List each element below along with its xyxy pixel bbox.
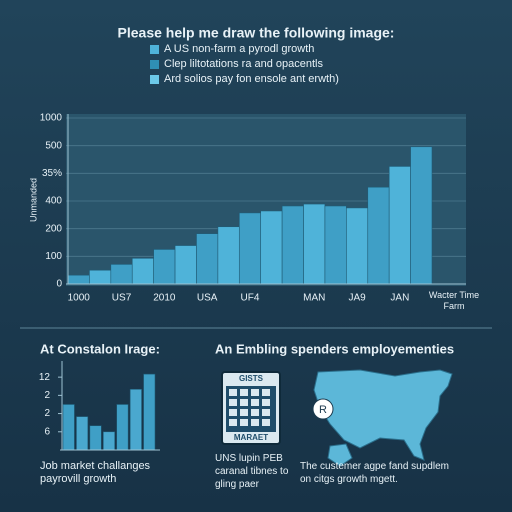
calendar-bottom: MARAET: [234, 433, 268, 442]
x-tick-label: MAN: [303, 293, 325, 304]
x-tick-label: JAN: [390, 293, 409, 304]
bar: [217, 226, 240, 285]
map-caption: The custemer agpe fand supdlem on citgs …: [300, 461, 449, 485]
legend-swatch: [150, 75, 159, 84]
bar: [303, 203, 326, 285]
bar: [324, 205, 347, 285]
x-tick-label: US7: [112, 293, 132, 304]
bar: [410, 146, 433, 285]
y-tick-label: 12: [39, 372, 51, 383]
bar: [196, 233, 219, 285]
legend-label: Ard solios pay fon ensole ant erwth): [164, 73, 339, 85]
inset-title: At Constalon Irage:: [40, 341, 160, 356]
bar: [153, 249, 176, 285]
y-axis-title: Unmanded: [28, 178, 38, 222]
map-marker: R: [319, 404, 327, 416]
bar: [174, 245, 197, 285]
y-tick-label: 0: [56, 279, 62, 290]
bar: [143, 373, 156, 451]
bar: [89, 269, 112, 285]
bar: [89, 425, 102, 451]
bar: [102, 431, 116, 451]
map: [313, 369, 453, 461]
bar: [67, 274, 90, 285]
y-tick-label: 500: [45, 140, 62, 151]
calendar-top: GISTS: [239, 374, 264, 383]
bar: [367, 186, 390, 285]
legend-swatch: [150, 60, 159, 69]
bar: [129, 388, 142, 451]
x-tick-label: 2010: [153, 293, 176, 304]
y-tick-label: 1000: [40, 113, 63, 124]
bar: [116, 404, 129, 451]
y-tick-label: 35%: [42, 168, 62, 179]
y-tick-label: 400: [45, 196, 62, 207]
bar: [238, 212, 262, 285]
bar: [388, 166, 411, 285]
y-tick-label: 2: [44, 408, 50, 419]
calendar-caption: UNS lupin PEB caranal tibnes to gling pa…: [215, 453, 289, 490]
y-tick-label: 2: [44, 390, 50, 401]
x-tick-label: USA: [197, 293, 218, 304]
bar: [346, 207, 369, 285]
legend-label: A US non-farm a pyrodl growth: [164, 43, 315, 55]
x-tick-label: UF4: [241, 293, 260, 304]
title: Please help me draw the following image:: [118, 25, 395, 41]
bar: [281, 205, 304, 285]
bar: [131, 257, 154, 285]
legend-swatch: [150, 45, 159, 54]
legend-item: A US non-farm a pyrodl growth: [150, 42, 360, 57]
bar: [76, 416, 89, 451]
legend: A US non-farm a pyrodl growth Clep liltot…: [60, 42, 360, 87]
bar: [260, 210, 283, 285]
calendar-icon: [221, 371, 281, 445]
y-tick-label: 6: [44, 426, 50, 437]
map-alaska: [327, 443, 353, 467]
x-tick-label: 1000: [68, 293, 91, 304]
map-marker-circle: [312, 398, 334, 420]
bar: [62, 404, 75, 451]
legend-item: Clep liltotations ra and opacentls: [150, 57, 360, 72]
inset-caption: Job market challanges payrovill growth: [40, 460, 151, 485]
legend-label: Clep liltotations ra and opacentls: [164, 58, 323, 70]
y-tick-label: 200: [45, 223, 62, 234]
x-axis-title: Wacter Time Farm: [428, 290, 480, 311]
x-tick-label: JA9: [348, 293, 366, 304]
panel-title: An Embling spenders employementies: [215, 341, 454, 356]
legend-item: Ard solios pay fon ensole ant erwth): [150, 72, 360, 87]
y-tick-label: 100: [45, 251, 62, 262]
bar: [110, 264, 133, 285]
